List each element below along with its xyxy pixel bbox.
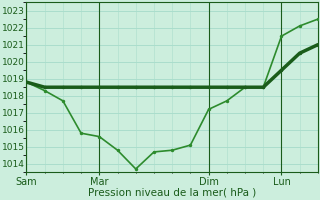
- X-axis label: Pression niveau de la mer( hPa ): Pression niveau de la mer( hPa ): [88, 188, 256, 198]
